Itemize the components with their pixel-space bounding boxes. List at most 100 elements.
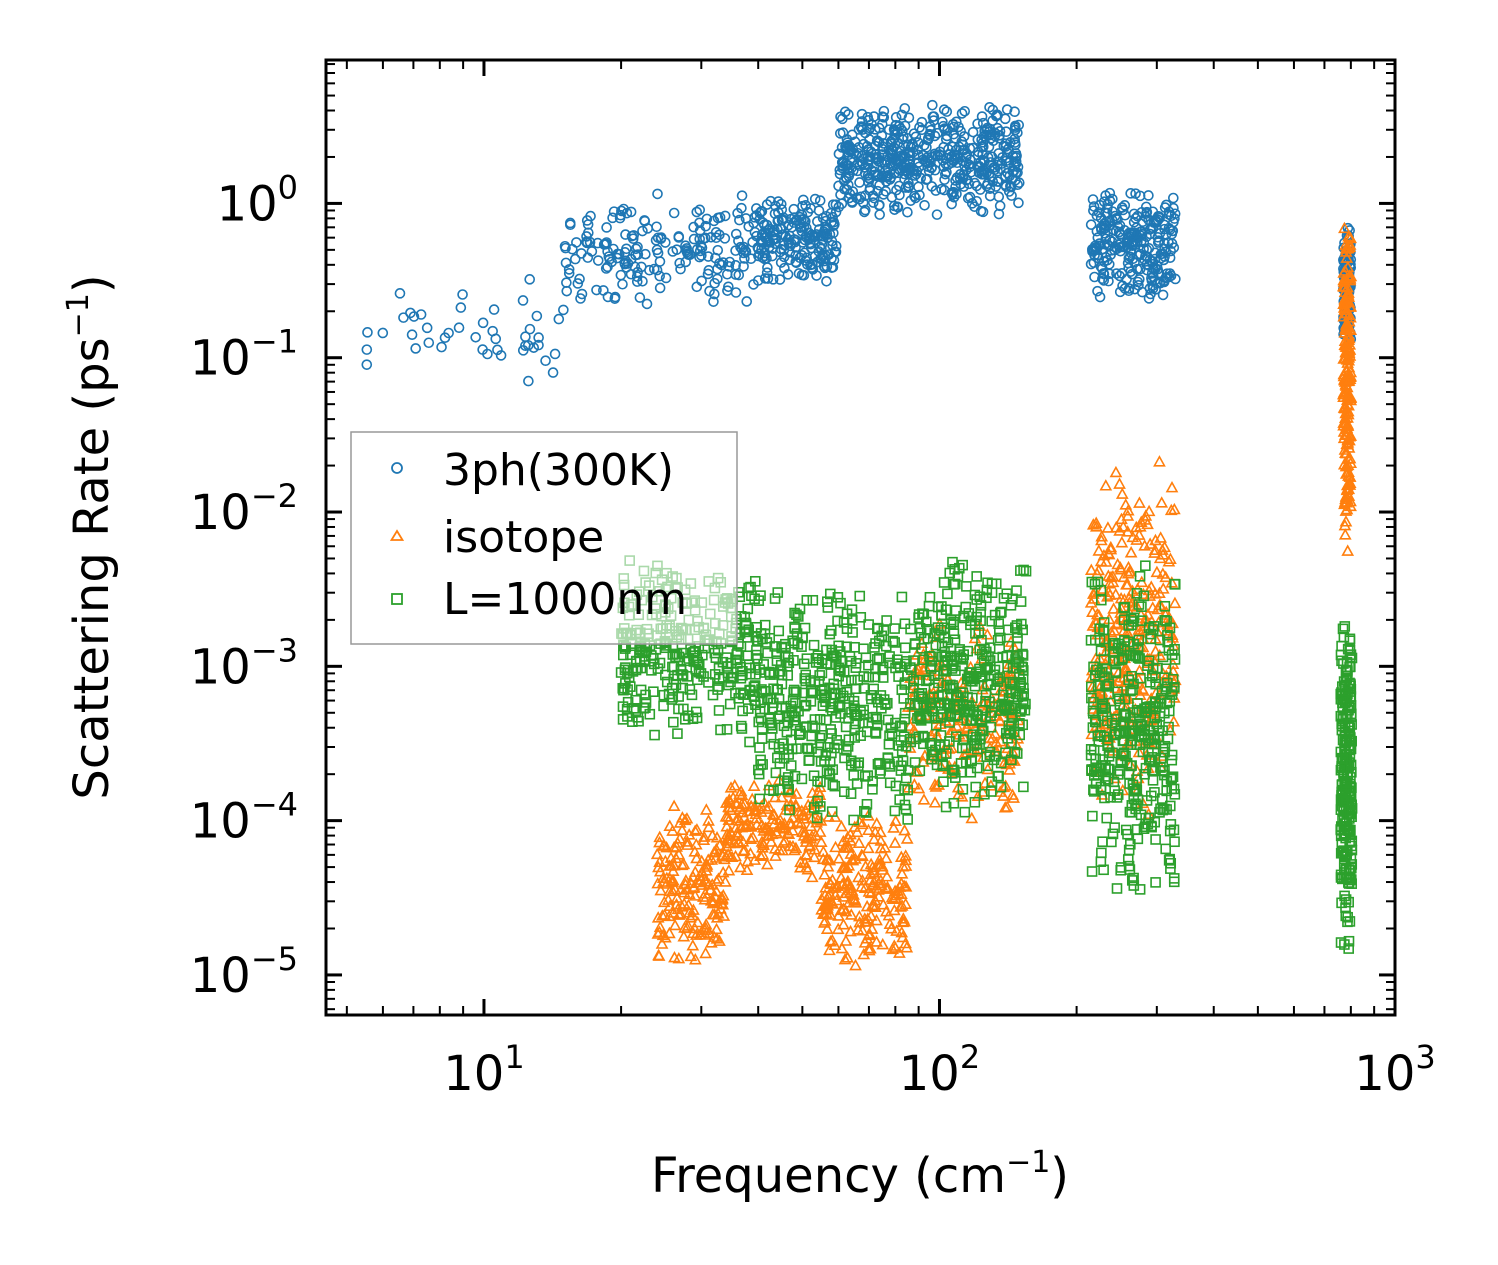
point xyxy=(1011,627,1023,638)
point xyxy=(894,794,905,805)
point xyxy=(833,180,844,192)
point xyxy=(844,908,858,920)
point xyxy=(805,870,819,883)
point xyxy=(1115,536,1129,548)
point xyxy=(974,644,986,656)
point xyxy=(996,606,1007,618)
point xyxy=(1013,197,1024,209)
legend-marker-square xyxy=(391,593,403,605)
point xyxy=(704,285,715,297)
point xyxy=(842,896,856,908)
point xyxy=(702,268,714,280)
point xyxy=(899,859,913,871)
point xyxy=(630,249,641,261)
point xyxy=(1096,703,1108,715)
point xyxy=(1338,862,1350,874)
point xyxy=(1136,615,1147,626)
point xyxy=(1340,777,1352,789)
point xyxy=(755,206,767,217)
point xyxy=(829,780,841,792)
point xyxy=(976,134,987,146)
point xyxy=(890,120,902,131)
point xyxy=(1164,800,1176,812)
point xyxy=(1150,678,1162,690)
point xyxy=(944,702,955,714)
point xyxy=(856,817,869,830)
point xyxy=(631,276,643,287)
point xyxy=(673,832,687,844)
point xyxy=(820,714,832,726)
point xyxy=(1115,754,1127,766)
point xyxy=(737,810,751,823)
point xyxy=(993,618,1005,630)
point xyxy=(1128,880,1140,891)
point xyxy=(1144,228,1156,240)
point xyxy=(928,796,942,808)
point xyxy=(680,838,694,850)
point xyxy=(1135,263,1146,275)
point xyxy=(837,918,850,930)
point xyxy=(1016,690,1028,702)
point xyxy=(1346,652,1358,664)
point xyxy=(984,749,996,761)
point xyxy=(1340,364,1354,376)
point xyxy=(1006,754,1017,766)
legend-label-boundary: L=1000nm xyxy=(443,574,687,625)
point xyxy=(684,876,698,889)
point xyxy=(971,180,983,192)
point xyxy=(822,742,834,753)
point xyxy=(684,949,698,962)
point xyxy=(600,238,612,250)
point xyxy=(1002,733,1014,744)
point xyxy=(470,332,481,343)
point xyxy=(802,206,814,218)
point xyxy=(457,289,468,300)
point xyxy=(841,744,852,756)
point xyxy=(660,272,672,284)
point xyxy=(896,109,908,121)
point xyxy=(777,229,789,240)
point xyxy=(775,790,789,803)
point xyxy=(964,667,976,678)
point xyxy=(674,257,685,269)
point xyxy=(978,164,989,176)
point xyxy=(1136,684,1150,696)
legend-entry-3ph: 3ph(300K) xyxy=(391,445,674,496)
point xyxy=(785,760,797,771)
point xyxy=(1163,721,1174,733)
y-tick-label: 10−1 xyxy=(190,323,298,387)
point xyxy=(918,738,929,750)
point xyxy=(971,594,982,605)
point xyxy=(894,900,907,912)
point xyxy=(959,105,971,117)
point xyxy=(1165,576,1179,588)
point xyxy=(1143,293,1155,304)
point xyxy=(961,673,973,685)
point xyxy=(755,818,769,831)
point xyxy=(709,647,721,659)
point xyxy=(1338,351,1352,364)
point xyxy=(1143,754,1155,766)
point xyxy=(838,860,852,873)
point xyxy=(832,909,845,921)
point xyxy=(1152,210,1164,222)
point xyxy=(1153,586,1166,599)
point xyxy=(677,647,689,659)
point xyxy=(637,225,648,237)
point xyxy=(797,200,808,212)
point xyxy=(994,125,1006,137)
point xyxy=(1168,783,1180,795)
point xyxy=(985,157,996,168)
point xyxy=(734,800,747,812)
point xyxy=(842,163,853,175)
point xyxy=(1103,678,1115,690)
point xyxy=(1086,518,1100,530)
point xyxy=(1093,736,1105,747)
point xyxy=(703,926,716,938)
point xyxy=(740,617,752,629)
point xyxy=(849,958,862,971)
point xyxy=(1143,537,1157,549)
point xyxy=(710,831,724,843)
point xyxy=(1118,747,1130,759)
point xyxy=(700,858,714,870)
